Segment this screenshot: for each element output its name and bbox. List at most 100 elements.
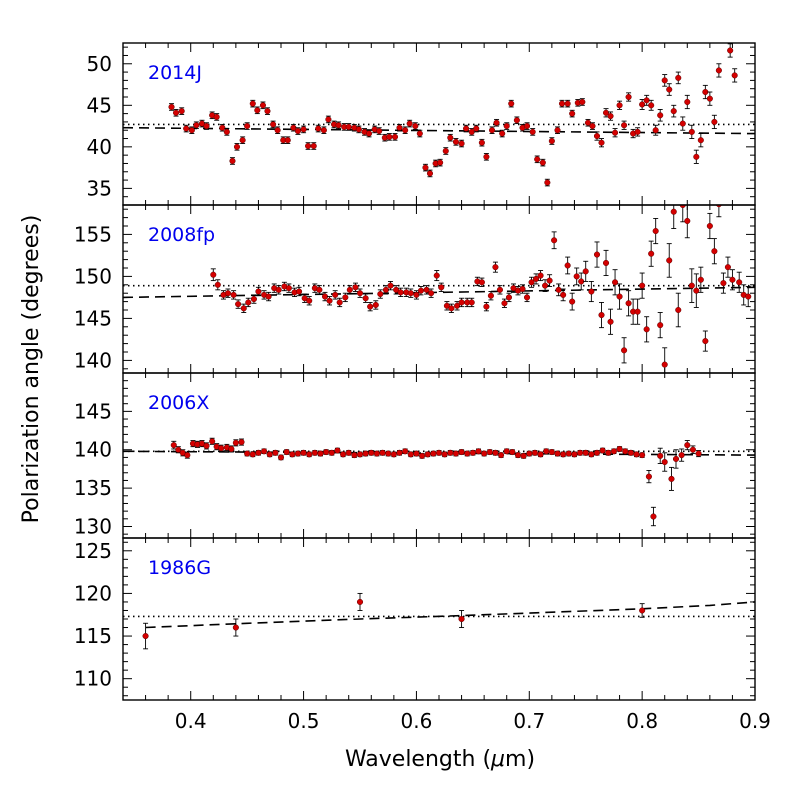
data-point: [326, 297, 333, 304]
x-tick-label: 0.6: [401, 709, 433, 733]
data-point: [711, 118, 718, 125]
data-point: [419, 452, 426, 459]
data-point: [306, 297, 313, 304]
data-point: [634, 128, 641, 135]
data-point: [639, 607, 646, 614]
data-point: [255, 288, 262, 295]
data-point: [368, 449, 375, 456]
data-point: [300, 126, 307, 133]
data-point: [668, 475, 675, 482]
data-point: [577, 449, 584, 456]
data-point: [560, 291, 567, 298]
data-point: [328, 449, 335, 456]
data-point: [402, 448, 409, 455]
data-point: [255, 449, 262, 456]
data-point: [579, 98, 586, 106]
data-point: [621, 347, 628, 354]
data-point: [458, 448, 465, 456]
data-point: [588, 451, 595, 458]
x-axis-title-prefix: Wavelength (: [345, 747, 491, 772]
data-point: [689, 446, 696, 453]
data-point: [657, 112, 664, 119]
data-point: [565, 450, 572, 457]
data-point: [284, 137, 291, 144]
data-point: [715, 205, 722, 208]
data-point: [602, 109, 610, 116]
data-point: [645, 473, 652, 480]
data-point: [616, 293, 623, 300]
data-point: [452, 450, 459, 457]
data-point: [406, 120, 413, 127]
data-point: [334, 447, 341, 454]
data-point: [554, 450, 561, 457]
x-tick-label: 0.9: [739, 709, 771, 733]
y-tick-label: 110: [74, 667, 112, 691]
data-point: [413, 291, 420, 298]
y-tick-label: 130: [74, 514, 112, 538]
data-point: [396, 124, 403, 131]
y-tick-label: 125: [74, 539, 112, 563]
data-points: [210, 205, 752, 373]
data-point: [678, 452, 685, 459]
data-point: [230, 291, 237, 298]
panel-2006x: 130 135 140 145 2006X: [74, 372, 756, 539]
data-point: [514, 452, 522, 459]
data-point: [438, 284, 445, 291]
data-point: [508, 100, 515, 107]
data-point: [463, 125, 470, 132]
data-point: [294, 128, 301, 135]
data-point: [589, 123, 596, 130]
data-point: [407, 290, 414, 297]
data-point: [684, 442, 691, 449]
data-point: [652, 227, 659, 235]
panel-1986g: 110 115 120 125 1986G: [74, 537, 756, 701]
dashed-fit-line: [123, 126, 755, 135]
data-point: [264, 108, 271, 115]
data-point: [142, 633, 149, 640]
data-point: [486, 448, 493, 456]
data-point: [551, 237, 558, 244]
y-tick-label: 145: [74, 306, 112, 330]
y-tick-label: 135: [74, 476, 112, 500]
data-point: [607, 318, 614, 325]
data-point: [356, 598, 364, 605]
data-point: [564, 100, 571, 107]
y-tick-label: 140: [74, 348, 112, 372]
data-point: [503, 448, 510, 455]
data-point: [736, 279, 743, 286]
data-point: [315, 125, 322, 132]
y-tick-label: 120: [74, 581, 112, 605]
data-point: [387, 282, 394, 289]
data-point: [643, 97, 650, 104]
data-point: [244, 123, 251, 130]
data-point: [325, 116, 332, 123]
data-point: [311, 449, 318, 456]
data-point: [558, 100, 566, 107]
data-point: [259, 102, 266, 109]
data-point: [447, 449, 454, 456]
data-point: [688, 128, 695, 135]
data-point: [643, 326, 650, 333]
data-point: [249, 100, 256, 107]
panel-2008fp: 140 145 150 155 2008fp: [74, 204, 756, 374]
data-point: [639, 282, 646, 289]
panel-label: 1986G: [148, 557, 211, 579]
data-point: [531, 449, 538, 456]
data-point: [548, 137, 555, 145]
x-tick-label: 0.5: [288, 709, 320, 733]
data-point: [351, 452, 358, 459]
data-point: [356, 451, 364, 458]
data-point: [578, 278, 585, 285]
data-point: [598, 139, 605, 146]
data-point: [727, 47, 734, 54]
data-point: [523, 123, 531, 130]
data-point: [320, 127, 327, 134]
data-point: [386, 133, 393, 140]
data-point: [305, 142, 312, 150]
data-point: [377, 290, 384, 298]
data-point: [203, 442, 210, 449]
x-tick-label: 0.7: [513, 709, 545, 733]
data-point: [616, 102, 623, 109]
data-point: [345, 449, 352, 456]
data-point: [426, 170, 434, 177]
